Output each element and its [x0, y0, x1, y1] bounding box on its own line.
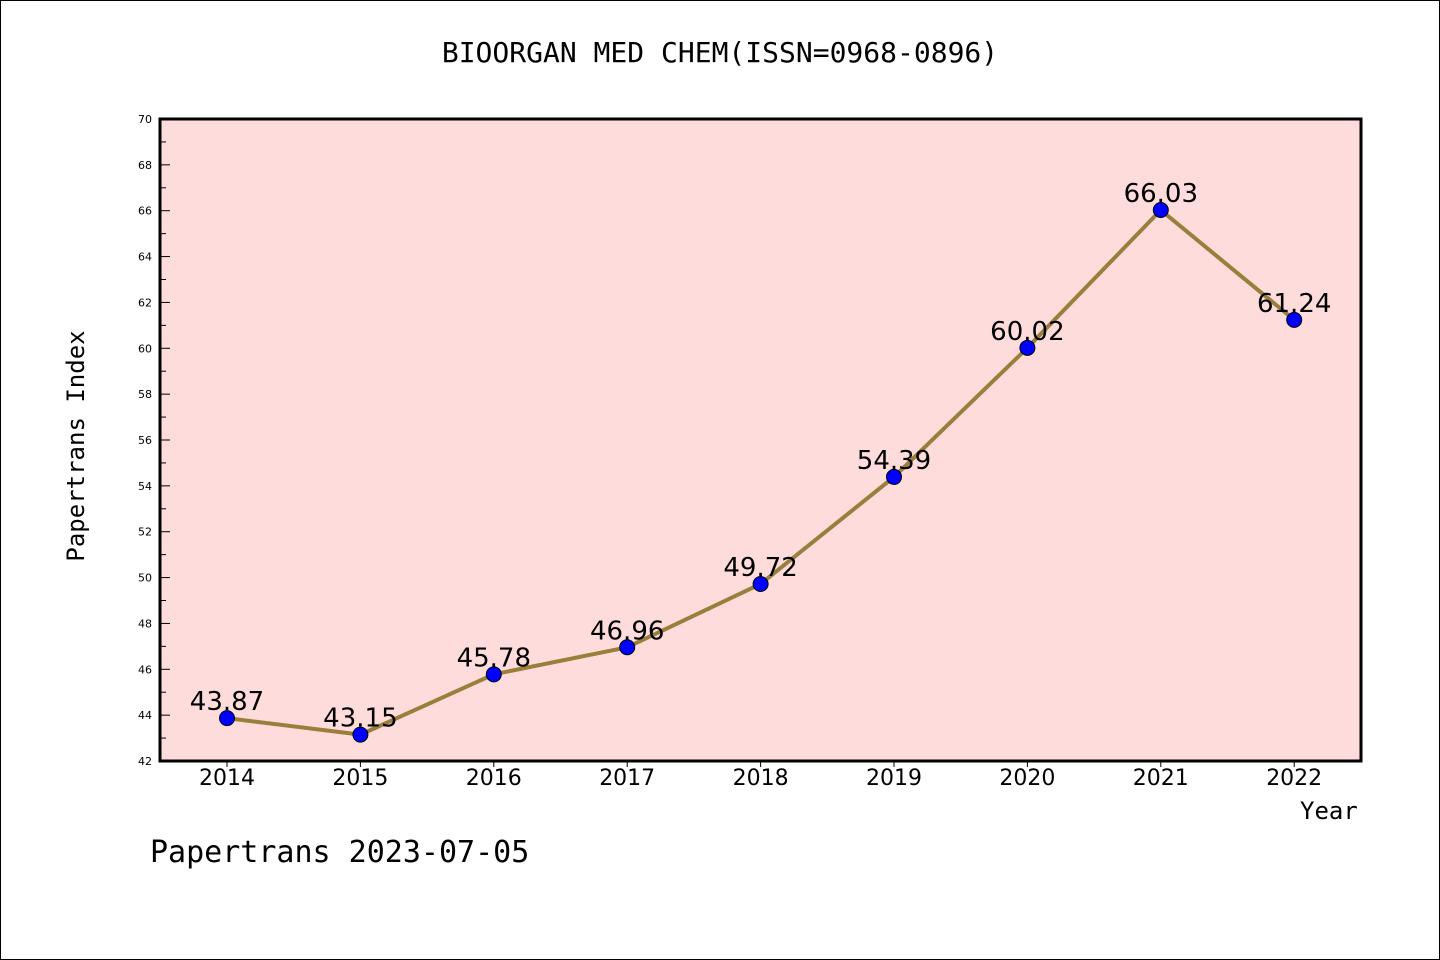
y-tick-label: 58: [138, 388, 152, 401]
y-tick-label: 62: [138, 296, 152, 309]
data-label: 61.24: [1257, 289, 1331, 319]
x-tick-label: 2016: [466, 766, 522, 791]
data-label: 45.78: [457, 643, 531, 673]
data-label: 43.87: [190, 687, 264, 717]
x-axis-label: Year: [1300, 797, 1358, 825]
x-tick-label: 2021: [1133, 766, 1189, 791]
data-point: [1152, 202, 1169, 219]
data-label: 54.39: [857, 446, 931, 476]
y-tick-label: 70: [138, 113, 152, 126]
data-point: [752, 575, 769, 592]
chart-title: BIOORGAN MED CHEM(ISSN=0968-0896): [441, 36, 999, 69]
data-label: 49.72: [723, 553, 797, 583]
y-tick-label: 64: [138, 251, 152, 264]
data-label: 66.03: [1124, 179, 1198, 209]
y-tick-label: 56: [138, 434, 152, 447]
data-point: [1286, 311, 1303, 328]
y-tick-label: 42: [138, 755, 152, 768]
footer-watermark: Papertrans 2023-07-05: [150, 835, 530, 870]
y-tick-label: 48: [138, 617, 152, 630]
y-tick-label: 60: [138, 342, 152, 355]
y-tick-label: 54: [138, 480, 152, 493]
x-tick-label: 2020: [999, 766, 1055, 791]
data-point: [219, 710, 235, 727]
y-tick-label: 66: [138, 205, 152, 218]
y-tick-label: 44: [138, 709, 152, 722]
data-labels: 43.87 43.15 45.78 46.96 49.72 54.39 60.02 66.03…: [190, 179, 1332, 734]
data-label: 60.02: [990, 317, 1064, 347]
y-tick-label: 46: [138, 663, 152, 676]
data-point: [886, 468, 902, 485]
x-axis: 2014 2015 2016 2017 2018 2019 2020 2021 2022: [199, 761, 1322, 791]
plot-border: [158, 117, 1363, 763]
plot-area: [160, 119, 1361, 761]
data-point: [1019, 339, 1036, 356]
data-point: [352, 726, 369, 743]
x-tick-label: 2017: [599, 766, 655, 791]
data-point: [485, 666, 502, 683]
x-tick-label: 2014: [199, 766, 255, 791]
data-point: [619, 639, 636, 656]
y-axis: 42 44 46 48 50 52 54 56 58 60 62 64 66 68 70: [138, 113, 170, 768]
data-label: 43.15: [323, 704, 397, 734]
data-points: [219, 202, 1303, 743]
y-tick-label: 68: [138, 159, 152, 172]
x-tick-label: 2022: [1266, 766, 1322, 791]
data-label: 46.96: [590, 616, 664, 646]
y-tick-label: 50: [138, 572, 152, 585]
x-tick-label: 2018: [733, 766, 789, 791]
x-tick-label: 2019: [866, 766, 922, 791]
x-tick-label: 2015: [332, 766, 388, 791]
y-tick-label: 52: [138, 526, 152, 539]
